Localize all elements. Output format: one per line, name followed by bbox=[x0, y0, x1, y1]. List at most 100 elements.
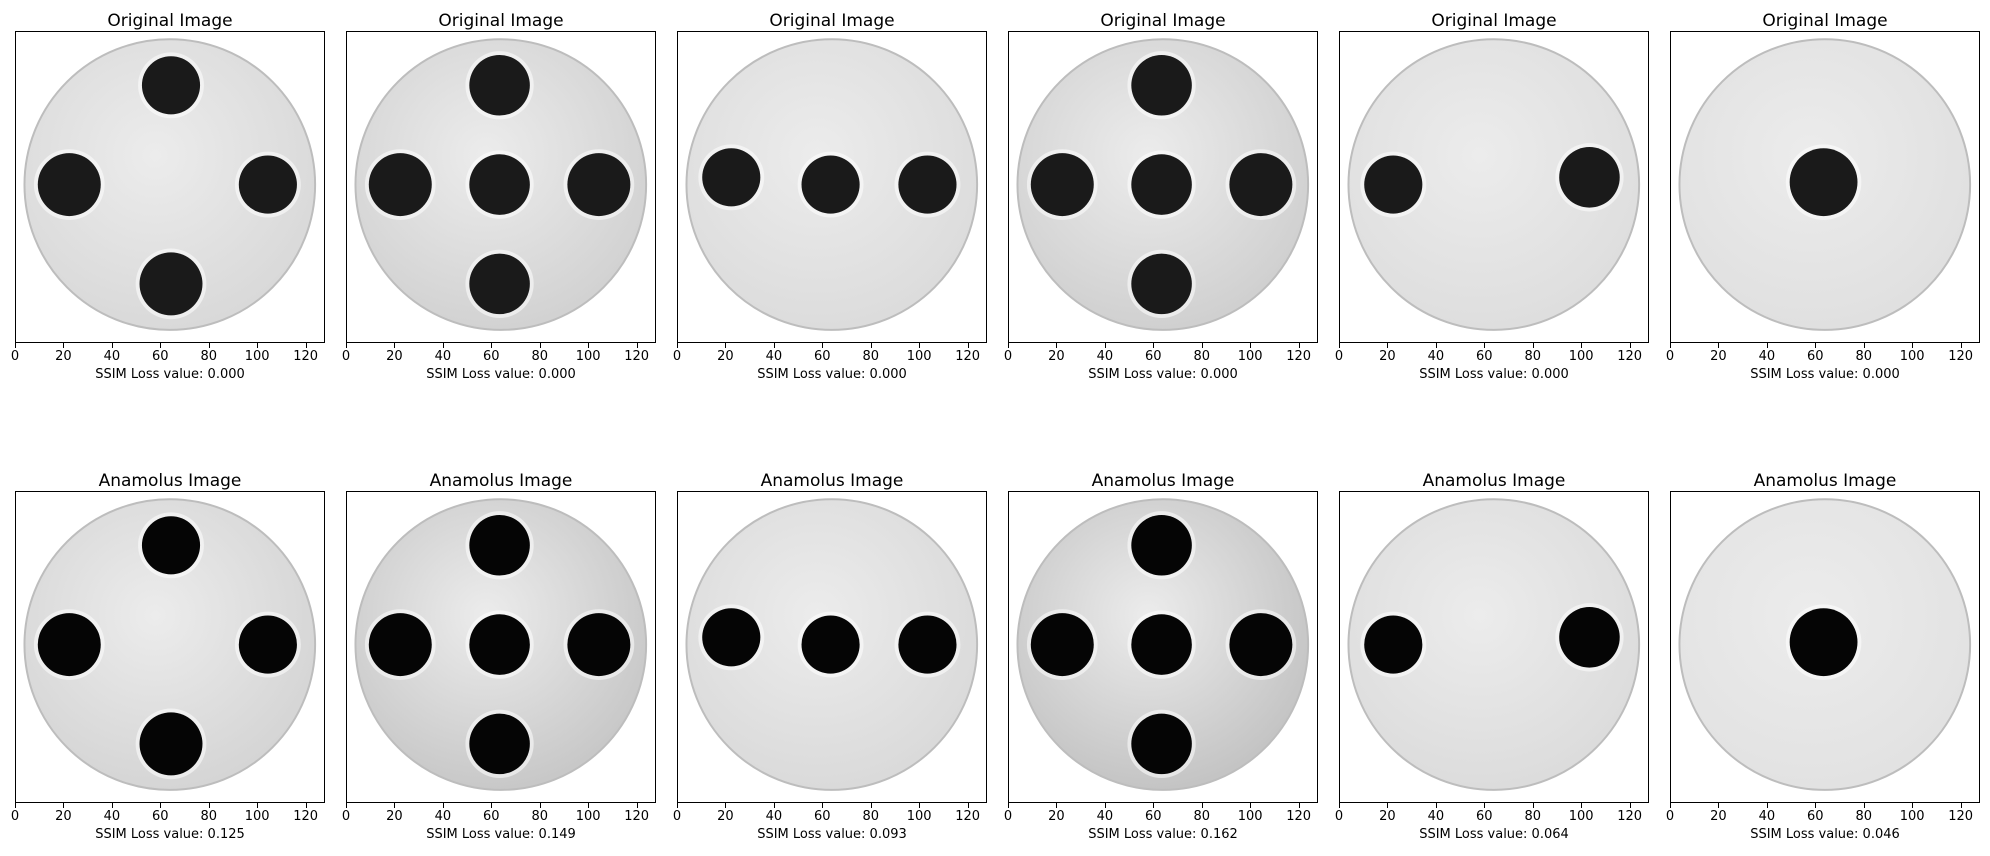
x-tick bbox=[1581, 803, 1583, 808]
x-tick bbox=[1339, 803, 1340, 808]
ssim-loss-caption: SSIM Loss value: 0.000 bbox=[95, 367, 245, 382]
x-tick-label: 40 bbox=[1758, 349, 1776, 364]
petri-dish-image bbox=[354, 498, 648, 791]
ssim-loss-caption: SSIM Loss value: 0.000 bbox=[1419, 367, 1569, 382]
x-tick-label: 20 bbox=[717, 349, 734, 364]
x-axis: 0 20 40 60 80 100 120 bbox=[342, 803, 656, 825]
dark-spot bbox=[1559, 607, 1620, 668]
dark-spot bbox=[1030, 613, 1094, 677]
x-tick-label: 80 bbox=[531, 349, 549, 364]
x-tick-label: 60 bbox=[814, 809, 831, 824]
x-tick bbox=[1766, 343, 1768, 348]
dark-spot bbox=[1364, 615, 1423, 674]
dark-spot bbox=[702, 608, 761, 667]
x-tick bbox=[1298, 803, 1300, 808]
x-axis: 0 20 40 60 80 100 120 bbox=[1666, 803, 1980, 825]
x-tick-label: 120 bbox=[293, 809, 319, 824]
dish bbox=[1347, 498, 1641, 791]
image-panel: Original Image 0 20 40 60 80 100 120 SSIM Loss v… bbox=[1335, 11, 1649, 382]
dark-spot bbox=[469, 253, 530, 315]
dark-spot bbox=[469, 154, 530, 215]
x-tick bbox=[919, 803, 921, 808]
x-tick bbox=[919, 343, 921, 348]
dark-spot bbox=[1559, 147, 1620, 208]
x-tick bbox=[1056, 343, 1058, 348]
ssim-loss-caption: SSIM Loss value: 0.093 bbox=[757, 827, 907, 842]
x-tick bbox=[442, 343, 444, 348]
petri-dish-image bbox=[685, 498, 979, 791]
x-tick-label: 60 bbox=[483, 349, 500, 364]
x-tick bbox=[1532, 343, 1534, 348]
x-tick-label: 120 bbox=[1286, 349, 1312, 364]
x-tick-label: 0 bbox=[10, 809, 20, 824]
x-tick-label: 40 bbox=[103, 349, 121, 364]
dark-spot bbox=[1789, 148, 1858, 217]
x-tick-label: 120 bbox=[293, 349, 319, 364]
x-tick bbox=[1008, 803, 1009, 808]
x-tick-label: 0 bbox=[672, 809, 682, 824]
panel-title: Original Image bbox=[1100, 11, 1226, 31]
x-tick bbox=[208, 343, 210, 348]
x-tick-label: 100 bbox=[1899, 349, 1925, 364]
x-tick bbox=[346, 803, 347, 808]
x-tick bbox=[870, 803, 872, 808]
x-tick bbox=[1912, 803, 1914, 808]
panel-title: Anamolus Image bbox=[1753, 471, 1897, 491]
x-tick bbox=[822, 803, 824, 808]
x-axis: 0 20 40 60 80 100 120 bbox=[342, 343, 656, 365]
x-tick bbox=[1766, 803, 1768, 808]
petri-dish-image bbox=[23, 38, 317, 331]
x-tick bbox=[1718, 343, 1720, 348]
x-tick-label: 60 bbox=[1476, 809, 1493, 824]
x-tick bbox=[111, 803, 113, 808]
x-tick-label: 40 bbox=[103, 809, 121, 824]
ssim-loss-caption: SSIM Loss value: 0.162 bbox=[1088, 827, 1238, 842]
x-tick-label: 40 bbox=[1096, 349, 1114, 364]
x-axis: 0 20 40 60 80 100 120 bbox=[673, 343, 987, 365]
x-tick bbox=[1532, 803, 1534, 808]
x-tick bbox=[773, 803, 775, 808]
dark-spot bbox=[141, 516, 201, 575]
ssim-loss-caption: SSIM Loss value: 0.000 bbox=[1088, 367, 1238, 382]
petri-dish-image bbox=[1678, 498, 1972, 791]
x-tick bbox=[346, 343, 347, 348]
x-tick-label: 20 bbox=[386, 349, 403, 364]
x-tick bbox=[160, 343, 162, 348]
x-axis: 0 20 40 60 80 100 120 bbox=[11, 343, 325, 365]
x-tick bbox=[1201, 343, 1203, 348]
dark-spot bbox=[898, 615, 957, 674]
x-tick bbox=[677, 803, 678, 808]
dark-spot bbox=[469, 713, 530, 775]
x-tick-label: 0 bbox=[341, 809, 351, 824]
x-tick-label: 60 bbox=[1476, 349, 1493, 364]
x-tick-label: 100 bbox=[575, 809, 601, 824]
x-tick-label: 120 bbox=[1286, 809, 1312, 824]
image-axes bbox=[1670, 491, 1980, 803]
x-tick-label: 40 bbox=[434, 809, 452, 824]
x-tick-label: 100 bbox=[1568, 809, 1594, 824]
x-tick-label: 60 bbox=[1807, 809, 1824, 824]
x-tick-label: 80 bbox=[200, 809, 218, 824]
x-axis: 0 20 40 60 80 100 120 bbox=[1004, 803, 1318, 825]
x-tick-label: 40 bbox=[765, 349, 783, 364]
x-tick-label: 0 bbox=[1334, 349, 1344, 364]
petri-dish-image bbox=[1016, 38, 1310, 331]
x-tick bbox=[1863, 803, 1865, 808]
x-tick bbox=[305, 803, 307, 808]
dish bbox=[23, 38, 317, 331]
image-axes bbox=[1008, 491, 1318, 803]
x-tick bbox=[1484, 343, 1486, 348]
image-panel: Anamolus Image 0 20 40 60 80 100 120 SSIM Loss v… bbox=[1666, 471, 1980, 842]
panel-title: Original Image bbox=[438, 11, 564, 31]
x-tick-label: 40 bbox=[1427, 349, 1445, 364]
dish bbox=[23, 498, 317, 791]
x-tick bbox=[967, 343, 969, 348]
x-tick bbox=[1104, 803, 1106, 808]
x-tick bbox=[1008, 343, 1009, 348]
x-axis: 0 20 40 60 80 100 120 bbox=[11, 803, 325, 825]
x-tick bbox=[822, 343, 824, 348]
dark-spot bbox=[139, 712, 203, 776]
x-tick bbox=[1718, 803, 1720, 808]
x-tick bbox=[1387, 343, 1389, 348]
x-tick bbox=[1387, 803, 1389, 808]
